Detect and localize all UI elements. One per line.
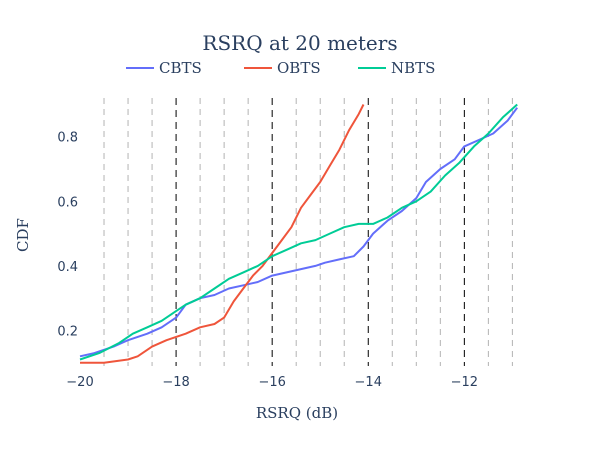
chart-title: RSRQ at 20 meters [202,31,397,55]
series-line-cbts [79,107,519,358]
series-line-nbts [79,103,518,361]
legend[interactable]: CBTS OBTS NBTS [126,59,435,77]
series-line-obts [80,104,365,364]
legend-item-obts[interactable]: OBTS [244,59,321,77]
x-tick-label: −18 [162,375,189,390]
plot-area: −20 −18 −16 −14 −12 0.2 0.4 0.6 0.8 [57,98,519,390]
grid [103,98,513,366]
x-tick-label: −14 [355,375,382,390]
x-tick-label: −20 [66,375,93,390]
y-tick-label: 0.2 [57,324,78,339]
y-tick-label: 0.8 [57,131,78,146]
legend-label: OBTS [277,59,321,77]
series-layer [79,103,519,364]
y-axis-title: CDF [14,218,32,252]
legend-item-nbts[interactable]: NBTS [358,59,435,77]
x-axis-title: RSRQ (dB) [256,404,338,422]
y-tick-label: 0.6 [57,195,78,210]
x-axis-ticks: −20 −18 −16 −14 −12 [66,375,478,390]
legend-label: CBTS [159,59,202,77]
y-axis-ticks: 0.2 0.4 0.6 0.8 [57,131,78,340]
legend-item-cbts[interactable]: CBTS [126,59,202,77]
y-tick-label: 0.4 [57,260,78,275]
x-tick-label: −12 [451,375,478,390]
legend-label: NBTS [391,59,435,77]
x-tick-label: −16 [258,375,285,390]
